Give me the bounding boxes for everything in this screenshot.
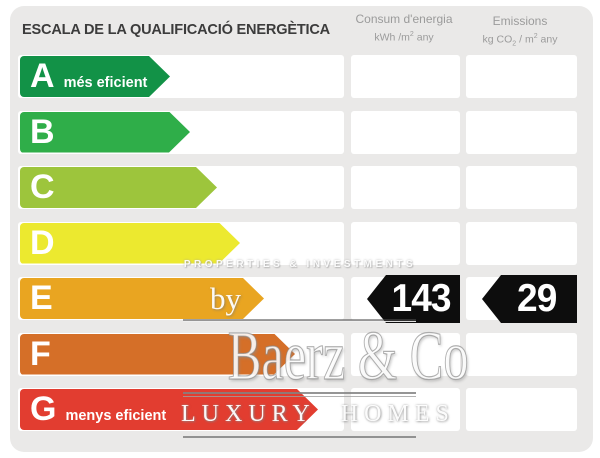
page-title: ESCALA DE LA QUALIFICACIÓ ENERGÈTICA	[22, 21, 331, 38]
rating-bar-track: G menys eficient	[18, 388, 344, 431]
rating-row: G menys eficient	[0, 388, 600, 431]
rating-bar-arrow: E	[20, 278, 264, 319]
consum-cell	[351, 166, 460, 209]
consum-value-tag: 143	[367, 275, 460, 323]
rating-letter: G	[30, 390, 57, 428]
emissions-cell	[466, 55, 577, 98]
rating-bar-track: F	[18, 332, 344, 376]
rating-row: D	[0, 221, 600, 265]
rating-bar-track: E	[18, 277, 344, 320]
emissions-cell	[466, 221, 577, 265]
rating-row: A més eficient	[0, 55, 600, 98]
rating-row: B	[0, 110, 600, 154]
column-header-consum: Consum d'energia kWh /m2 any	[346, 11, 462, 46]
rating-bar-arrow: A més eficient	[20, 56, 170, 97]
emissions-column-label: Emissions	[492, 14, 548, 28]
consum-cell	[351, 388, 460, 431]
emissions-cell	[466, 110, 577, 154]
rating-letter: C	[30, 168, 55, 206]
rating-letter: E	[30, 279, 53, 317]
rating-bar-track: A més eficient	[18, 55, 344, 98]
consum-column-unit: kWh /m2 any	[374, 31, 434, 44]
rating-note: més eficient	[63, 75, 148, 91]
rating-note: menys eficient	[65, 408, 167, 424]
rating-bar-arrow: D	[20, 223, 240, 264]
rating-bar-track: B	[18, 110, 344, 154]
rating-bar-track: C	[18, 166, 344, 209]
emissions-cell	[466, 166, 577, 209]
consum-cell	[351, 110, 460, 154]
rating-bar-arrow: F	[20, 334, 295, 375]
column-header-emissions: Emissions kg CO2 / m2 any	[462, 13, 578, 52]
rating-bar-track: D	[18, 221, 344, 265]
rating-letter: D	[30, 223, 55, 262]
rating-bar-arrow: C	[20, 167, 217, 208]
rating-letter: B	[30, 112, 55, 151]
emissions-cell	[466, 388, 577, 431]
rating-bar-arrow: B	[20, 112, 190, 153]
consum-cell	[351, 55, 460, 98]
rating-row: F	[0, 332, 600, 376]
emissions-column-unit: kg CO2 / m2 any	[482, 33, 558, 48]
emissions-cell	[466, 332, 577, 376]
emissions-value: 29	[517, 277, 557, 320]
consum-cell	[351, 221, 460, 265]
rating-letter: F	[30, 334, 51, 373]
consum-value: 143	[391, 277, 452, 320]
rating-bar-arrow: G menys eficient	[20, 389, 318, 430]
consum-cell	[351, 332, 460, 376]
rating-letter: A	[30, 57, 55, 95]
consum-column-label: Consum d'energia	[355, 12, 453, 26]
rating-row: C	[0, 166, 600, 209]
emissions-value-tag: 29	[482, 275, 577, 323]
